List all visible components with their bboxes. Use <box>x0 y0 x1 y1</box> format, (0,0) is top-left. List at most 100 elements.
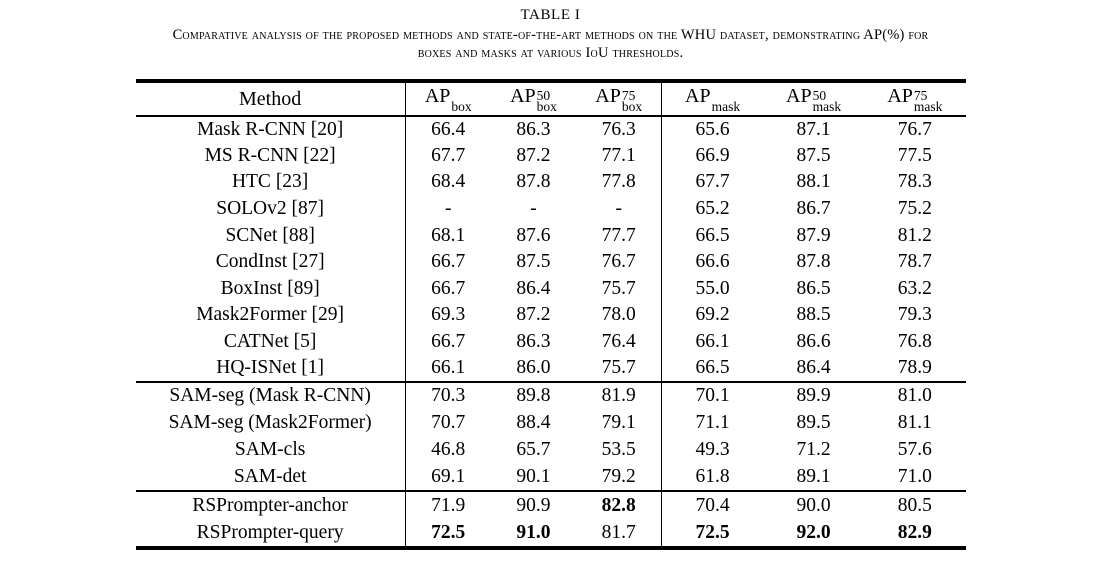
method-cell: CATNet [5] <box>223 331 317 353</box>
value-cell: 69.1 <box>404 463 491 492</box>
value-cell: 78.3 <box>897 171 932 193</box>
value-cell: 86.0 <box>516 357 551 379</box>
value-cell: 75.7 <box>601 357 636 379</box>
value-cell: 87.9 <box>796 224 831 246</box>
value-cell: 66.5 <box>661 222 763 249</box>
metric-base: AP <box>685 85 711 108</box>
value-cell: 87.8 <box>516 171 551 193</box>
table-group-2: SAM-seg (Mask R-CNN) 70.3 89.8 81.9 70.1 89.9… <box>135 381 966 492</box>
table-row: CondInst [27] 66.7 87.5 76.7 66.6 87.8 78.7 <box>136 248 966 276</box>
value-cell: 69.3 <box>404 302 491 329</box>
metric-supsub: mask <box>711 99 741 115</box>
value-cell: 66.7 <box>404 275 491 303</box>
table-group-3: RSPrompter-anchor 71.9 90.9 82.8 70.4 90.0 80.… <box>135 491 966 549</box>
value-cell: 66.7 <box>404 328 491 356</box>
value-cell: 87.8 <box>796 251 831 273</box>
value-cell: 87.5 <box>796 144 831 166</box>
value-cell: 66.1 <box>661 328 763 356</box>
table-row: HTC [23] 68.4 87.8 77.8 67.7 88.1 78.3 <box>136 169 966 196</box>
value-cell: 76.4 <box>601 331 636 353</box>
value-cell: 89.9 <box>796 385 831 407</box>
table-row: SOLOv2 [87] - - - 65.2 86.7 75.2 <box>136 195 966 223</box>
header-row: Method AP box AP 50 box AP 75 box AP mask AP 50 mask A… <box>135 81 966 117</box>
method-cell: SAM-seg (Mask2Former) <box>168 411 372 433</box>
table-row: CATNet [5] 66.7 86.3 76.4 66.1 86.6 76.8 <box>136 328 966 356</box>
column-header: Method <box>135 81 406 117</box>
value-cell: 78.7 <box>897 251 932 273</box>
value-cell: 70.3 <box>404 381 491 410</box>
method-cell: RSPrompter-anchor <box>192 494 348 516</box>
table-row: Mask2Former [29] 69.3 87.2 78.0 69.2 88.5 79.3 <box>136 302 966 329</box>
method-cell: CondInst [27] <box>215 251 325 273</box>
value-cell: 65.2 <box>661 195 763 223</box>
value-cell: 75.2 <box>897 198 932 220</box>
value-cell: 82.8 <box>601 494 636 516</box>
value-cell: 86.5 <box>796 277 831 299</box>
value-cell: 70.4 <box>661 491 763 520</box>
value-cell: 77.1 <box>601 144 636 166</box>
value-cell: 91.0 <box>516 521 551 543</box>
value-cell: 87.5 <box>516 251 551 273</box>
value-cell: 80.5 <box>897 494 932 516</box>
value-cell: 65.6 <box>661 116 763 143</box>
method-cell: BoxInst [89] <box>220 277 320 299</box>
value-cell: 77.7 <box>601 224 636 246</box>
value-cell: 71.2 <box>796 439 831 461</box>
value-cell: 86.3 <box>516 118 551 140</box>
value-cell: 76.3 <box>601 118 636 140</box>
value-cell: 66.6 <box>661 248 763 276</box>
value-cell: 81.9 <box>601 385 636 407</box>
metric-base: AP <box>424 85 451 108</box>
table-group-1: Mask R-CNN [20] 66.4 86.3 76.3 65.6 87.1 76.7 M… <box>135 116 966 382</box>
value-cell: 78.0 <box>601 304 636 326</box>
value-cell: 66.4 <box>404 116 491 143</box>
value-cell: 68.4 <box>404 169 491 196</box>
value-cell: - <box>404 195 491 223</box>
value-cell: 86.4 <box>796 357 831 379</box>
table-row: SCNet [88] 68.1 87.6 77.7 66.5 87.9 81.2 <box>136 222 966 249</box>
table-row: MS R-CNN [22] 67.7 87.2 77.1 66.9 87.5 77.5 <box>136 142 966 170</box>
column-header: AP box <box>404 81 491 117</box>
metric-supsub: box <box>451 99 472 115</box>
metric-base: AP <box>510 85 536 108</box>
value-cell: 68.1 <box>404 222 491 249</box>
value-cell: - <box>530 198 537 220</box>
value-cell: 70.7 <box>404 409 491 437</box>
method-cell: SAM-seg (Mask R-CNN) <box>169 385 371 407</box>
metric-base: AP <box>595 85 621 108</box>
value-cell: 55.0 <box>661 275 763 303</box>
value-cell: 79.3 <box>897 304 932 326</box>
value-cell: 87.2 <box>516 144 551 166</box>
method-cell: HQ-ISNet [1] <box>216 357 324 379</box>
value-cell: 90.1 <box>516 465 551 487</box>
value-cell: 46.8 <box>404 436 491 464</box>
value-cell: 69.2 <box>661 302 763 329</box>
value-cell: 53.5 <box>601 439 636 461</box>
value-cell: 86.4 <box>516 277 551 299</box>
value-cell: 88.5 <box>796 304 831 326</box>
table-row: SAM-det 69.1 90.1 79.2 61.8 89.1 71.0 <box>136 463 966 492</box>
column-header: AP 75 box <box>576 81 662 117</box>
value-cell: 81.1 <box>897 411 932 433</box>
method-cell: SOLOv2 [87] <box>216 198 325 220</box>
value-cell: 79.1 <box>601 411 636 433</box>
value-cell: 76.7 <box>601 251 636 273</box>
value-cell: 66.9 <box>661 142 763 170</box>
value-cell: 82.9 <box>897 521 932 543</box>
table-row: RSPrompter-query 72.5 91.0 81.7 72.5 92.0 82.9 <box>136 519 966 549</box>
value-cell: 81.2 <box>897 224 932 246</box>
value-cell: 61.8 <box>661 463 763 492</box>
value-cell: 66.1 <box>404 355 491 382</box>
value-cell: 57.6 <box>897 439 932 461</box>
table-row: BoxInst [89] 66.7 86.4 75.7 55.0 86.5 63.2 <box>136 275 966 303</box>
column-header: AP 75 mask <box>864 81 966 117</box>
value-cell: 86.7 <box>796 198 831 220</box>
value-cell: 66.5 <box>661 355 763 382</box>
metric-base: AP <box>887 85 913 108</box>
column-header: AP 50 box <box>490 81 577 117</box>
method-cell: SAM-det <box>233 465 307 487</box>
table-row: HQ-ISNet [1] 66.1 86.0 75.7 66.5 86.4 78.9 <box>136 355 966 382</box>
metric-supsub: 75 box <box>621 87 643 115</box>
metric-supsub: 50 box <box>536 87 557 115</box>
value-cell: 81.7 <box>601 521 636 543</box>
